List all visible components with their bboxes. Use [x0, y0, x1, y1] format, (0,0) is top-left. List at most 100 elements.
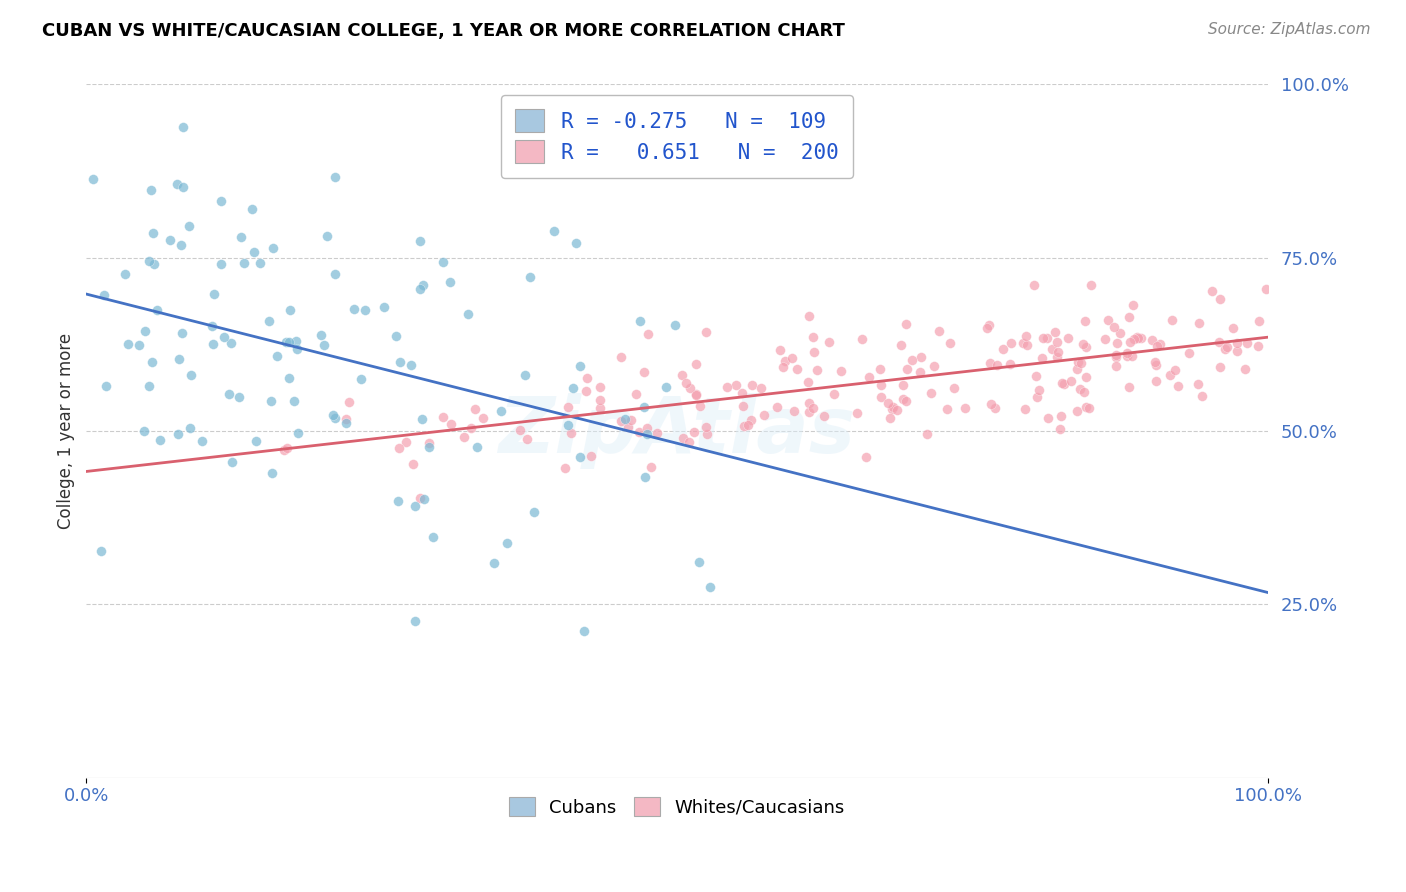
Point	[82, 172, 104, 186]
Point	[543, 224, 565, 238]
Point	[323, 169, 346, 184]
Point	[754, 408, 776, 422]
Point	[395, 435, 418, 450]
Point	[1069, 382, 1091, 396]
Point	[1036, 411, 1059, 425]
Point	[202, 287, 225, 301]
Point	[1071, 337, 1094, 351]
Point	[418, 440, 440, 454]
Point	[830, 364, 852, 378]
Point	[141, 355, 163, 369]
Point	[128, 338, 150, 352]
Point	[1222, 320, 1244, 334]
Point	[766, 400, 789, 414]
Point	[858, 369, 880, 384]
Point	[1149, 337, 1171, 351]
Point	[1123, 332, 1146, 346]
Point	[167, 352, 190, 367]
Point	[797, 396, 820, 410]
Point	[519, 269, 541, 284]
Point	[146, 302, 169, 317]
Point	[637, 327, 659, 342]
Point	[231, 230, 253, 244]
Point	[855, 450, 877, 464]
Point	[891, 377, 914, 392]
Point	[245, 434, 267, 449]
Point	[796, 376, 818, 390]
Point	[315, 228, 337, 243]
Point	[938, 336, 960, 351]
Point	[1121, 349, 1143, 363]
Point	[1074, 370, 1097, 384]
Point	[1105, 359, 1128, 373]
Point	[557, 417, 579, 432]
Point	[572, 624, 595, 638]
Point	[1000, 357, 1022, 371]
Point	[1140, 333, 1163, 347]
Point	[786, 362, 808, 376]
Point	[283, 394, 305, 409]
Point	[569, 450, 592, 464]
Point	[620, 413, 643, 427]
Point	[901, 353, 924, 368]
Point	[143, 257, 166, 271]
Point	[138, 254, 160, 268]
Point	[1167, 378, 1189, 392]
Point	[683, 425, 706, 439]
Point	[695, 325, 717, 339]
Point	[633, 400, 655, 414]
Point	[209, 194, 232, 209]
Point	[589, 393, 612, 408]
Point	[896, 318, 918, 332]
Point	[664, 318, 686, 332]
Point	[278, 335, 301, 350]
Point	[1119, 334, 1142, 349]
Point	[936, 402, 959, 417]
Point	[1226, 343, 1249, 358]
Point	[243, 245, 266, 260]
Point	[733, 419, 755, 434]
Point	[249, 256, 271, 270]
Point	[408, 282, 430, 296]
Point	[149, 433, 172, 447]
Point	[780, 351, 803, 366]
Point	[354, 302, 377, 317]
Point	[922, 359, 945, 373]
Point	[818, 335, 841, 350]
Point	[991, 343, 1014, 357]
Point	[402, 457, 425, 471]
Point	[278, 371, 301, 385]
Point	[1028, 383, 1050, 397]
Point	[1066, 362, 1088, 376]
Point	[716, 380, 738, 394]
Point	[896, 361, 918, 376]
Point	[1059, 374, 1081, 388]
Point	[1254, 282, 1277, 296]
Point	[1015, 338, 1038, 352]
Point	[561, 381, 583, 395]
Point	[882, 400, 904, 414]
Point	[688, 555, 710, 569]
Point	[314, 338, 336, 352]
Point	[1026, 390, 1049, 404]
Point	[1116, 346, 1139, 360]
Point	[335, 417, 357, 431]
Point	[138, 378, 160, 392]
Point	[343, 301, 366, 316]
Legend: Cubans, Whites/Caucasians: Cubans, Whites/Caucasians	[502, 790, 852, 824]
Point	[325, 267, 347, 281]
Point	[350, 372, 373, 386]
Point	[731, 386, 754, 401]
Point	[679, 381, 702, 395]
Point	[1015, 328, 1038, 343]
Point	[412, 277, 434, 292]
Point	[1159, 368, 1181, 382]
Point	[1144, 358, 1167, 372]
Point	[409, 491, 432, 505]
Point	[523, 505, 546, 519]
Point	[1073, 384, 1095, 399]
Point	[890, 338, 912, 352]
Point	[910, 365, 932, 379]
Point	[1191, 388, 1213, 402]
Point	[1073, 314, 1095, 328]
